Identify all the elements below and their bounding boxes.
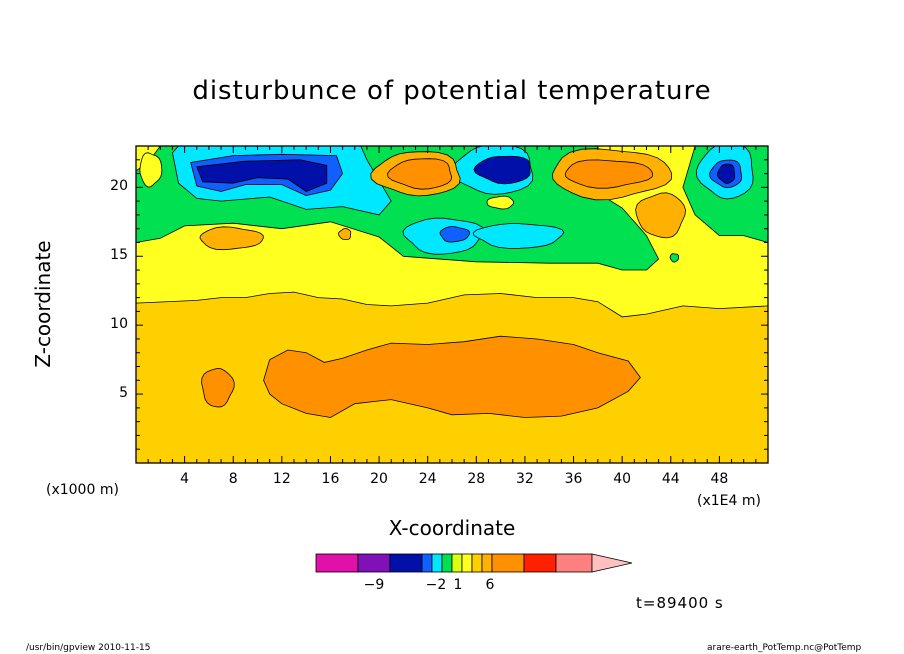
y-tick-label: 20 <box>110 178 128 195</box>
y-tick-label: 10 <box>110 316 128 333</box>
patch-orange-dot <box>338 228 352 241</box>
footer-left: /usr/bin/gpview 2010-11-15 <box>26 643 151 653</box>
patch-green-dot <box>669 253 679 263</box>
x-tick-label: 8 <box>228 471 238 487</box>
footer-right: arare-earth_PotTemp.nc@PotTemp <box>707 643 862 653</box>
colorbar-cell <box>451 553 463 573</box>
colorbar-tick-label: 6 <box>485 577 495 593</box>
colorbar-cell <box>389 553 423 573</box>
warm-orange-lower-small <box>201 367 235 408</box>
colorbar-cell <box>315 553 359 573</box>
colorbar-tick-label: −9 <box>363 577 385 593</box>
colorbar-arrow <box>591 553 633 573</box>
patch-yellow-small <box>139 152 163 188</box>
colorbar <box>315 553 633 573</box>
colorbar-tick-label: 1 <box>453 577 463 593</box>
colorbar-cell <box>421 553 433 573</box>
y-axis-label: Z-coordinate <box>31 240 55 368</box>
colorbar-cell <box>523 553 557 573</box>
x-tick-label: 40 <box>613 471 632 487</box>
core-darkblue-right <box>717 163 736 184</box>
x-tick-label: 20 <box>370 471 388 487</box>
time-label: t=89400 s <box>636 594 724 612</box>
y-tick-label: 15 <box>110 247 128 264</box>
colorbar-cell <box>357 553 391 573</box>
x-tick-label: 48 <box>710 471 729 487</box>
x-tick-label: 36 <box>564 471 583 487</box>
patch-yellow-mid <box>486 195 515 210</box>
core-lightblue-mid <box>439 226 471 243</box>
x-tick-label: 12 <box>272 471 291 487</box>
warm-orange-center <box>386 158 453 190</box>
axis-ticks <box>136 146 768 463</box>
x-tick-label: 4 <box>180 471 190 487</box>
y-tick-label: 5 <box>119 385 128 402</box>
contour-fill-layers <box>136 146 768 463</box>
x-tick-label: 24 <box>418 471 437 487</box>
x-tick-label: 44 <box>661 471 680 487</box>
x-unit-label: (x1E4 m) <box>697 493 761 509</box>
x-tick-label: 28 <box>467 471 486 487</box>
core-darkblue-center <box>473 155 531 185</box>
colorbar-cell <box>491 553 525 573</box>
colorbar-cell <box>441 553 453 573</box>
core-darkblue-left <box>196 159 328 192</box>
colorbar-cell <box>471 553 483 573</box>
patch-orange-left <box>199 226 264 251</box>
x-tick-label: 16 <box>321 471 340 487</box>
region-cyan-mid-right <box>472 223 565 249</box>
colorbar-cell <box>481 553 493 573</box>
warm-orange-lower <box>263 335 641 418</box>
colorbar-cell <box>431 553 443 573</box>
warm-orange-right <box>564 159 654 189</box>
warm-orange-light-right-lower <box>635 192 686 239</box>
colorbar-tick-label: −2 <box>425 577 447 593</box>
chart-title: disturbunce of potential temperature <box>192 76 712 106</box>
y-unit-label: (x1000 m) <box>46 482 119 498</box>
colorbar-cell <box>555 553 593 573</box>
colorbar-cell <box>461 553 473 573</box>
x-axis-label: X-coordinate <box>388 516 516 540</box>
x-tick-label: 32 <box>516 471 534 487</box>
